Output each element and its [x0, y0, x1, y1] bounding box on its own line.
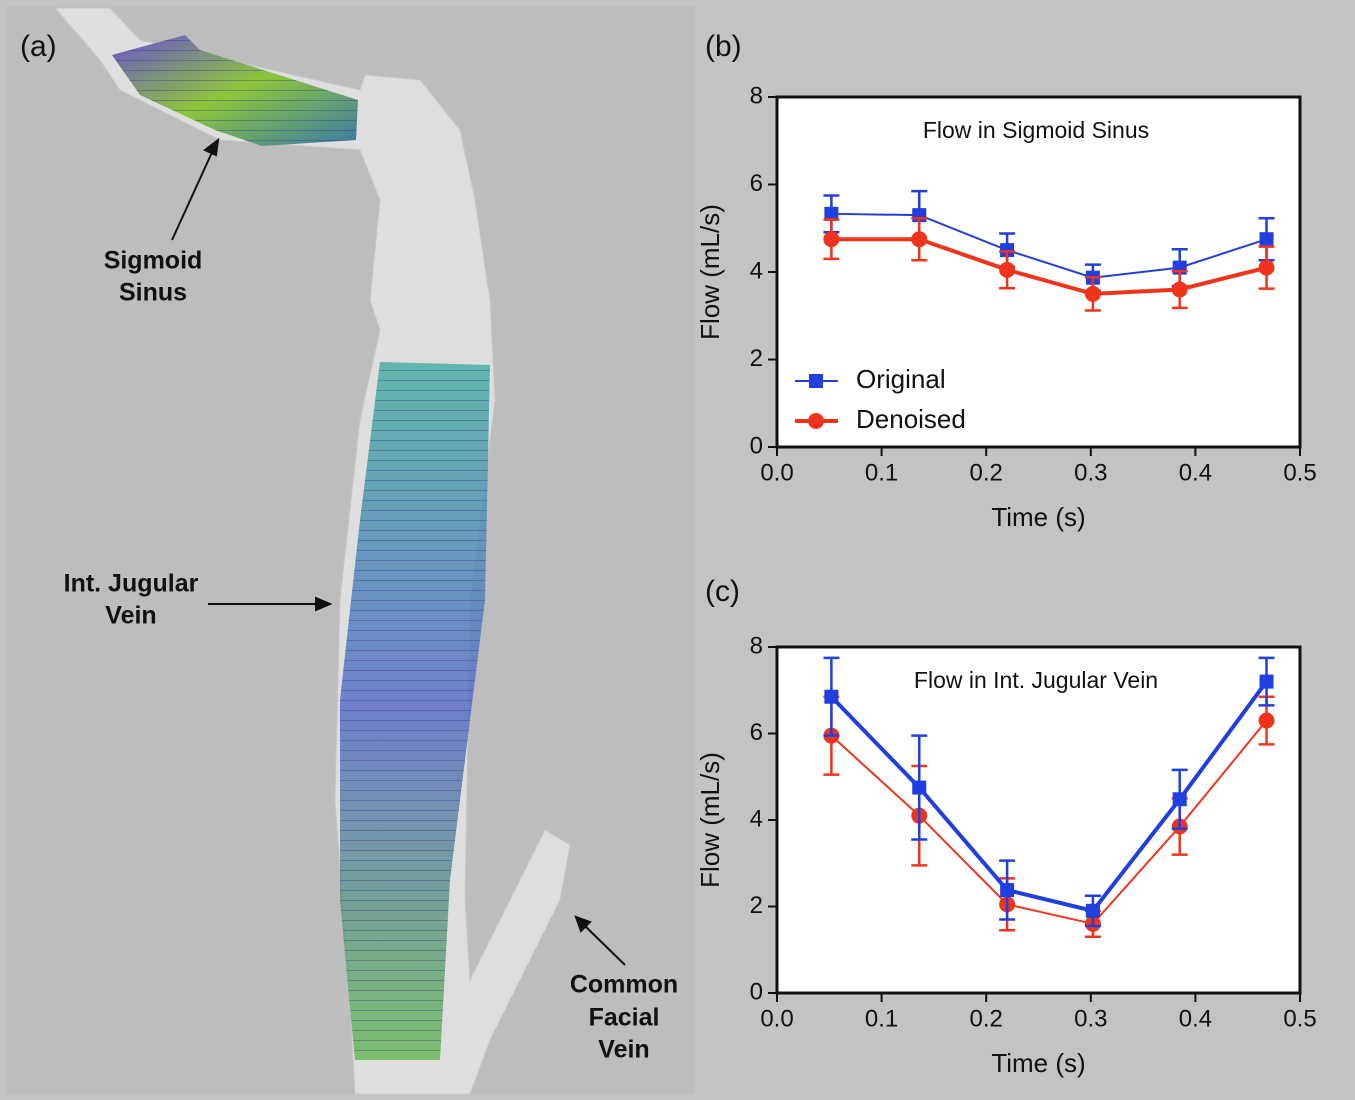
annotation: Sigmoid: [104, 247, 203, 275]
y-tick-label: 8: [750, 632, 763, 659]
marker: [912, 780, 927, 795]
x-axis-label: Time (s): [991, 502, 1085, 532]
legend-marker: [809, 374, 823, 388]
marker: [1000, 243, 1015, 258]
y-tick-label: 4: [750, 257, 763, 284]
plot-area: [775, 645, 1302, 995]
annotation: Vein: [598, 1036, 649, 1064]
x-tick-label: 0.3: [1074, 1005, 1107, 1032]
x-tick-label: 0.0: [760, 459, 793, 486]
marker: [1259, 674, 1274, 689]
annotation: Common: [570, 971, 678, 999]
annotation: Facial: [589, 1004, 660, 1032]
legend-label: Denoised: [856, 404, 966, 434]
marker: [824, 206, 839, 221]
panel-label: (b): [705, 30, 742, 63]
chart-title: Flow in Int. Jugular Vein: [914, 667, 1158, 693]
marker: [1084, 285, 1101, 302]
marker: [1258, 259, 1275, 276]
y-axis-label: Flow (mL/s): [695, 752, 725, 888]
marker: [1171, 281, 1188, 298]
marker: [1085, 903, 1100, 918]
annotation: Int. Jugular: [64, 570, 199, 598]
y-tick-label: 8: [750, 82, 763, 109]
marker: [1259, 232, 1274, 247]
y-tick-label: 6: [750, 719, 763, 746]
panel-label: (a): [20, 30, 57, 63]
series-line: [831, 212, 1267, 279]
x-tick-label: 0.1: [865, 1005, 898, 1032]
panel-label: (c): [705, 575, 740, 608]
x-axis-label: Time (s): [991, 1048, 1085, 1078]
marker: [1258, 712, 1275, 729]
chart-title: Flow in Sigmoid Sinus: [923, 117, 1149, 143]
y-tick-label: 6: [750, 170, 763, 197]
x-tick-label: 0.1: [865, 459, 898, 486]
y-tick-label: 0: [750, 432, 763, 459]
marker: [1172, 792, 1187, 807]
x-tick-label: 0.4: [1179, 1005, 1212, 1032]
legend-marker: [808, 413, 824, 429]
x-tick-label: 0.4: [1179, 459, 1212, 486]
y-tick-label: 0: [750, 978, 763, 1005]
legend-label: Original: [856, 364, 946, 394]
y-tick-label: 2: [750, 345, 763, 372]
x-tick-label: 0.0: [760, 1005, 793, 1032]
vein-render: [53, 7, 571, 1095]
x-tick-label: 0.5: [1283, 459, 1316, 486]
marker: [824, 689, 839, 704]
marker: [823, 231, 840, 248]
plot-area: [775, 95, 1302, 449]
marker: [911, 231, 928, 248]
x-tick-label: 0.2: [970, 459, 1003, 486]
series-line: [830, 719, 1268, 925]
y-axis-label: Flow (mL/s): [695, 204, 725, 340]
marker: [1000, 883, 1015, 898]
annotation: Vein: [105, 602, 156, 630]
y-tick-label: 4: [750, 805, 763, 832]
x-tick-label: 0.2: [970, 1005, 1003, 1032]
marker: [999, 261, 1016, 278]
annotation: Sinus: [119, 279, 187, 307]
x-tick-label: 0.5: [1283, 1005, 1316, 1032]
x-tick-label: 0.3: [1074, 459, 1107, 486]
series-line: [829, 680, 1269, 914]
y-tick-label: 2: [750, 892, 763, 919]
series-line: [831, 237, 1268, 296]
arrows: [171, 137, 626, 966]
